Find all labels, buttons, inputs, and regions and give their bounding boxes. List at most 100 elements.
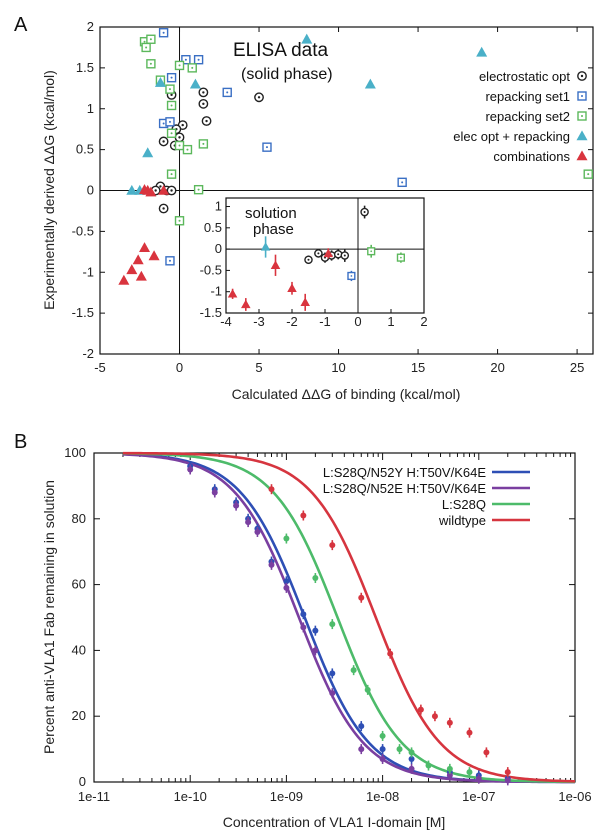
data-point-series-3 xyxy=(154,76,166,87)
inset-subtitle: phase xyxy=(253,221,294,238)
inset-data-point xyxy=(314,249,323,258)
legend-marker-dot xyxy=(581,95,583,97)
legend-marker xyxy=(577,111,587,121)
panel-b-x-axis-label: Concentration of VLA1 I-domain [M] xyxy=(223,814,446,830)
data-point-series-2 xyxy=(466,769,473,776)
data-point-series-2-dot xyxy=(170,104,173,107)
legend-label: electrostatic opt xyxy=(479,69,570,84)
inset-data-point xyxy=(304,255,313,265)
data-point-series-2 xyxy=(182,144,193,155)
data-point-series-2-dot xyxy=(186,148,189,151)
x-tick-label: 10 xyxy=(331,360,345,375)
inset-data-point xyxy=(241,299,251,309)
x-tick-label: 1e-06 xyxy=(558,789,591,804)
x-tick-label: 0 xyxy=(176,360,183,375)
legend-marker xyxy=(576,150,588,161)
data-point-series-3 xyxy=(483,749,490,756)
inset-y-tick-label: -0.5 xyxy=(200,262,222,277)
panel-b-x-ticks: 1e-11 1e-10 1e-09 1e-08 1e-07 1e-06 xyxy=(78,453,592,804)
data-point-series-0 xyxy=(312,627,319,634)
legend-label: wildtype xyxy=(438,513,486,528)
data-point-series-0 xyxy=(174,132,185,143)
inset-data-point xyxy=(260,242,271,251)
data-point-series-1 xyxy=(329,690,336,697)
data-point-series-2 xyxy=(166,100,177,111)
inset-data-point xyxy=(323,248,334,258)
data-point-series-3 xyxy=(329,542,336,549)
inset-data-point-dot xyxy=(307,258,310,261)
data-point-series-2 xyxy=(583,169,593,179)
panel-b-curves xyxy=(122,451,576,784)
y-tick-label: -1.5 xyxy=(72,305,94,320)
y-tick-label: 0 xyxy=(79,774,86,789)
y-tick-label: 1.5 xyxy=(76,60,94,75)
inset-data-point xyxy=(287,283,297,292)
data-point-series-1 xyxy=(233,502,240,509)
data-point-series-0-dot xyxy=(257,96,261,99)
inset-y-tick-label: 0.5 xyxy=(204,220,222,235)
inset-y-ticks: 1 0.5 0 -0.5 -1 -1.5 xyxy=(200,199,230,320)
panel-a-y-ticks: -2 -1.5 -1 -0.5 0 0.5 1 1.5 2 xyxy=(72,19,593,361)
data-point-series-2-dot xyxy=(587,173,590,176)
inset-data-point-dot xyxy=(323,256,327,259)
data-point-series-0-dot xyxy=(178,136,181,139)
data-point-series-1 xyxy=(262,142,272,152)
data-point-series-2 xyxy=(198,139,209,149)
data-point-series-1 xyxy=(222,87,232,98)
data-point-series-1-dot xyxy=(162,31,165,34)
data-point-series-1 xyxy=(358,746,365,753)
inset-y-tick-label: 1 xyxy=(215,199,222,214)
inset-data-point xyxy=(347,271,356,281)
data-point-series-1 xyxy=(397,177,407,188)
data-point-series-1 xyxy=(254,528,261,535)
inset-chart: -4 -3 -2 -1 0 1 2 1 0.5 0 -0.5 -1 -1.5 solution pha… xyxy=(200,197,428,329)
legend-label: L:S28Q xyxy=(442,497,486,512)
y-tick-label: -1 xyxy=(82,264,94,279)
data-point-series-3 xyxy=(364,78,376,89)
data-point-series-1 xyxy=(193,55,204,65)
inset-y-tick-label: -1.5 xyxy=(200,305,222,320)
inset-data-point-dot xyxy=(363,211,366,214)
data-point-series-0 xyxy=(379,746,386,753)
data-point-series-2 xyxy=(379,732,386,739)
inset-title: solution xyxy=(245,205,297,222)
data-point-series-3 xyxy=(466,729,473,736)
panel-b-frame xyxy=(93,452,576,783)
legend-label: repacking set1 xyxy=(485,89,570,104)
data-point-series-3 xyxy=(431,713,438,720)
inset-data-point xyxy=(367,247,376,256)
data-point-series-0 xyxy=(254,92,264,103)
data-point-series-1 xyxy=(379,755,386,762)
inset-y-tick-label: -1 xyxy=(210,284,222,299)
data-point-series-0 xyxy=(283,578,290,585)
data-point-series-3 xyxy=(504,769,511,776)
data-point-series-2-dot xyxy=(178,64,181,67)
y-tick-label: 0 xyxy=(87,183,94,198)
data-point-series-0-dot xyxy=(170,189,173,192)
y-tick-label: -0.5 xyxy=(72,223,94,238)
data-point-series-1-dot xyxy=(226,91,229,94)
x-tick-label: 1e-09 xyxy=(270,789,303,804)
panel-a-legend: electrostatic opt repacking set1 repacking… xyxy=(453,69,588,164)
x-tick-label: 1e-07 xyxy=(462,789,495,804)
legend-label: elec opt + repacking xyxy=(453,129,570,144)
data-point-series-0 xyxy=(201,116,212,126)
data-point-series-0 xyxy=(358,723,365,730)
y-tick-label: 2 xyxy=(87,19,94,34)
data-point-series-2 xyxy=(166,169,177,179)
data-point-series-0 xyxy=(408,755,415,762)
data-point-series-2 xyxy=(329,621,336,628)
inset-data-point-dot xyxy=(370,250,373,253)
data-point-series-2 xyxy=(165,84,175,94)
data-point-series-0-dot xyxy=(202,102,205,106)
data-point-series-1 xyxy=(300,624,307,631)
data-point-series-3 xyxy=(446,719,453,726)
panel-b-points xyxy=(187,461,511,786)
elisa-subtitle: (solid phase) xyxy=(241,66,333,83)
data-point-series-0 xyxy=(198,98,209,109)
data-point-series-1 xyxy=(165,256,175,266)
data-point-series-1 xyxy=(245,519,252,526)
x-tick-label: -5 xyxy=(94,360,106,375)
panel-b-y-ticks: 0 20 40 60 80 100 xyxy=(64,445,575,789)
